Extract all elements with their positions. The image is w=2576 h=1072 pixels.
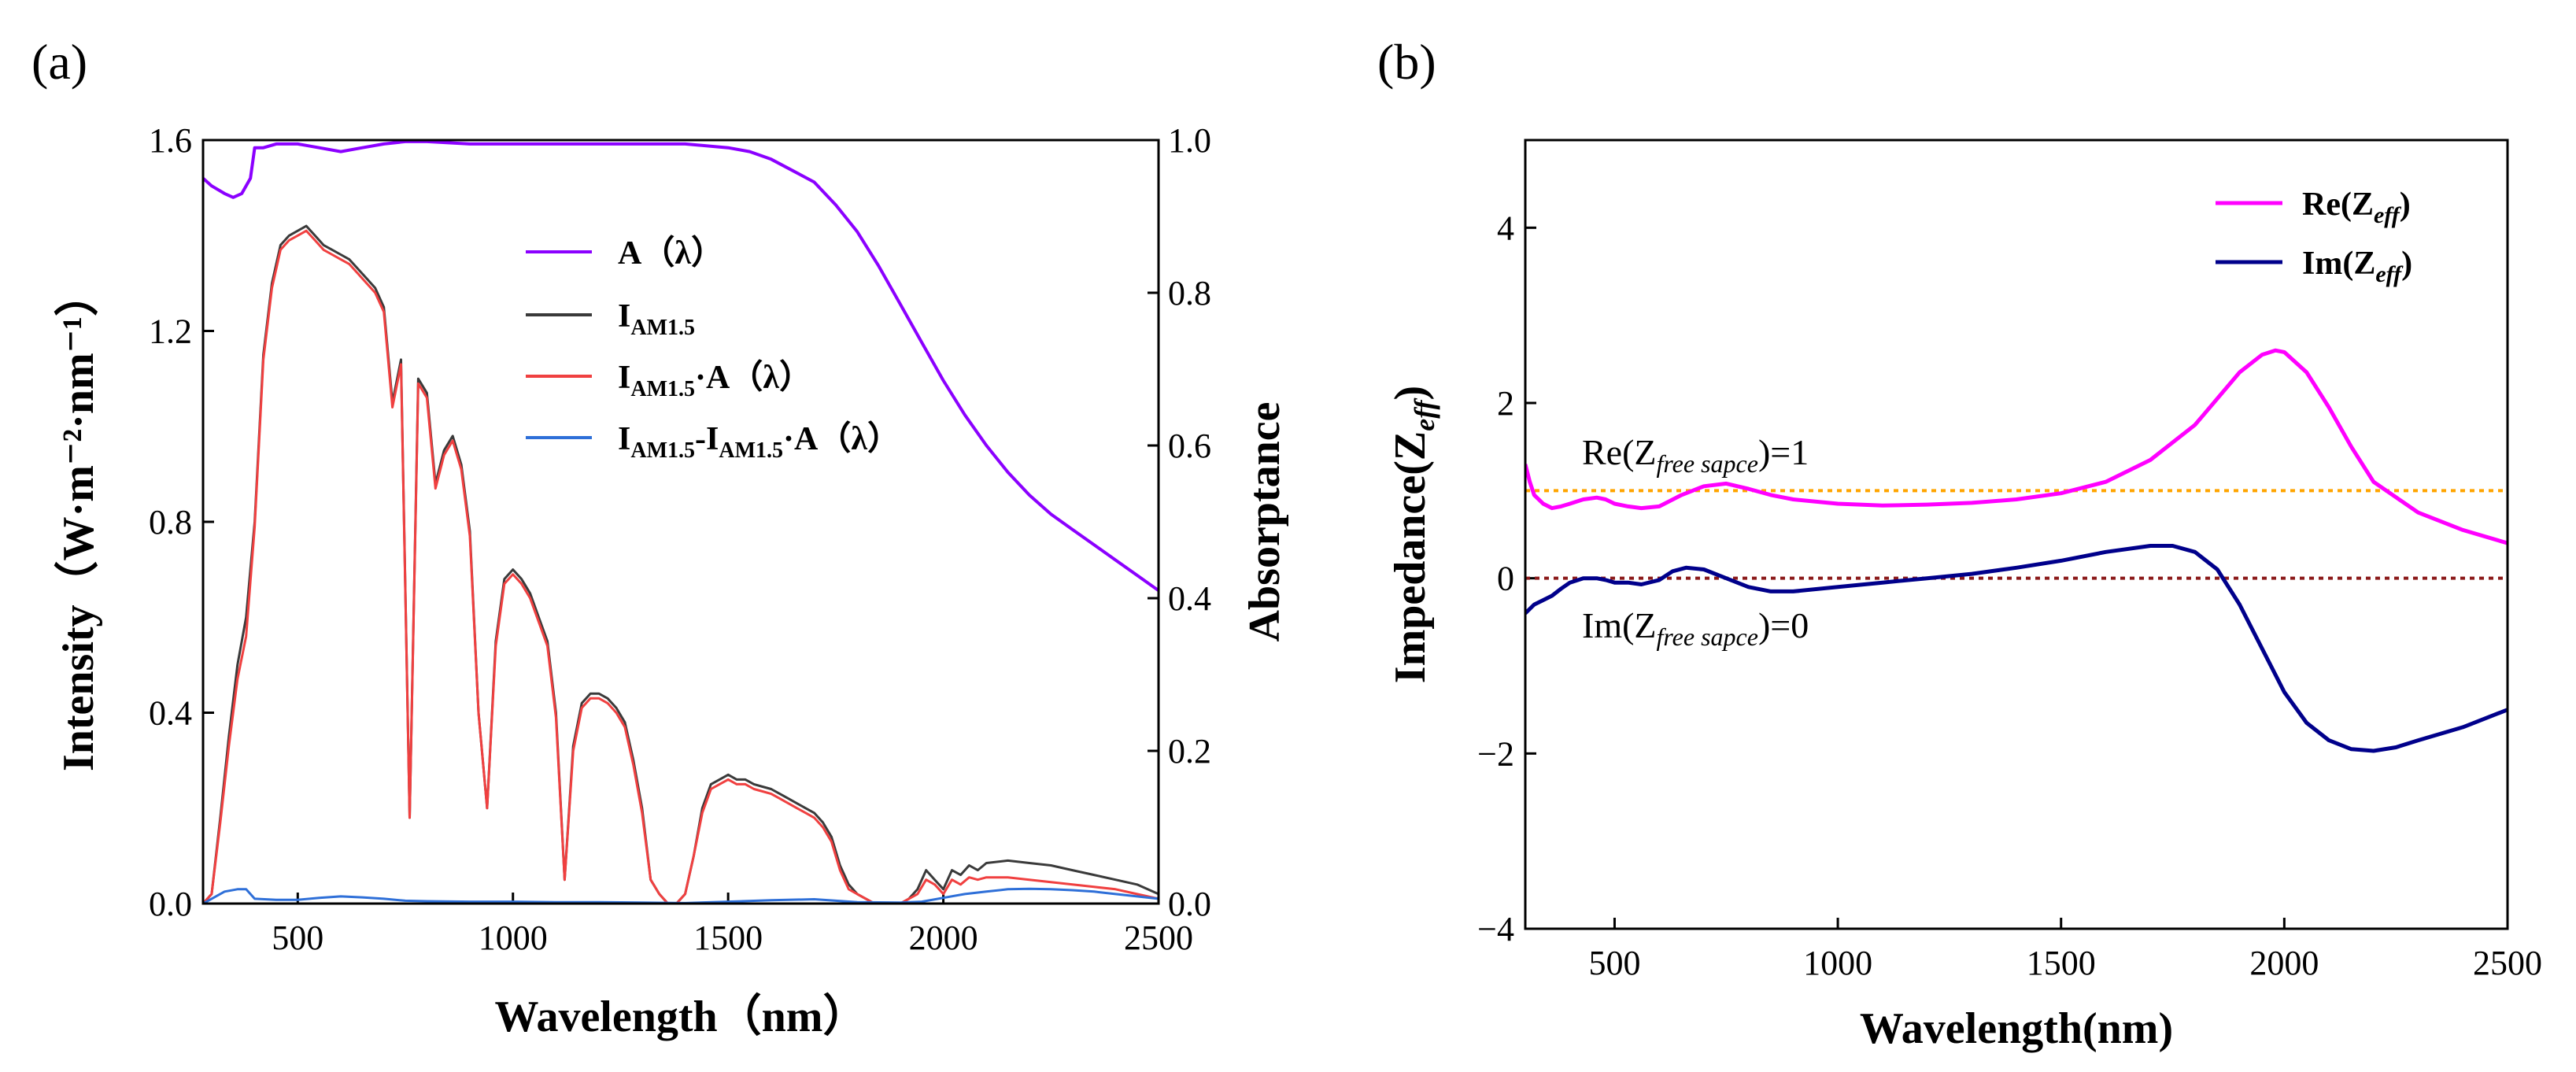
chart-a-y2tick-label: 0.2 xyxy=(1168,732,1211,771)
chart-a-xtick-label: 2000 xyxy=(909,919,978,957)
chart-a-y2tick-label: 0.8 xyxy=(1168,274,1211,312)
chart-a-xtick-label: 500 xyxy=(272,919,323,957)
chart-b-reference-lines xyxy=(1525,489,2508,580)
chart-b-legend: Re(Zeff) Im(Zeff) xyxy=(2216,187,2412,287)
chart-a-ytick-label: 1.6 xyxy=(149,121,192,160)
chart-b-xtick-label: 2500 xyxy=(2473,944,2542,982)
chart-b-series-line xyxy=(1525,544,2508,753)
chart-a-series-line xyxy=(203,887,1159,904)
panel-label-a: (a) xyxy=(31,34,87,90)
chart-b-series-line xyxy=(1525,348,2508,545)
chart-b-frame xyxy=(1524,139,2509,930)
chart-a-y2tick-label: 1.0 xyxy=(1168,121,1211,160)
chart-a-ytick-label: 0.4 xyxy=(149,694,192,733)
chart-a-ytick-label: 0.8 xyxy=(149,503,192,542)
legend-a-diff: IAM1.5-IAM1.5·A（λ） xyxy=(618,420,900,463)
chart-b-series xyxy=(1525,348,2508,753)
chart-b-xtick-label: 500 xyxy=(1588,944,1640,982)
legend-b-im: Im(Zeff) xyxy=(2302,246,2412,287)
chart-a-xtick-label: 2500 xyxy=(1124,919,1193,957)
chart-a-series-line xyxy=(203,229,1159,904)
panel-label-b: (b) xyxy=(1377,34,1436,90)
chart-b-ytick-label: −2 xyxy=(1477,734,1514,773)
chart-b-annotation-re-ref: Re(Zfree sapce)=1 xyxy=(1582,432,1809,478)
chart-a-y2tick-label: 0.6 xyxy=(1168,427,1211,465)
chart-b: 500 1000 1500 2000 2500 −4 −2 0 2 4 Wavelength(nm… xyxy=(1386,139,2542,1053)
chart-b-ytick-label: −4 xyxy=(1477,910,1514,948)
chart-b-ylabel: Re(ZImpedance(Zeff) xyxy=(1386,386,1440,683)
legend-a-absorptance: A（λ） xyxy=(618,235,724,272)
chart-a-ytick-label: 1.2 xyxy=(149,312,192,351)
chart-a-xlabel: Wavelength（nm） xyxy=(495,992,867,1041)
chart-b-ytick-label: 4 xyxy=(1497,209,1514,247)
chart-b-annotation-im-ref: Im(Zfree sapce)=0 xyxy=(1582,605,1809,651)
chart-a-y2tick-label: 0.4 xyxy=(1168,579,1211,618)
chart-a-ytick-label: 0.0 xyxy=(149,885,192,923)
chart-b-ytick-label: 2 xyxy=(1497,384,1514,423)
chart-a-series-line xyxy=(203,140,1159,592)
chart-a-frame xyxy=(201,139,1160,905)
chart-b-ticks: 500 1000 1500 2000 2500 −4 −2 0 2 4 xyxy=(1477,209,2542,982)
chart-b-ytick-label: 0 xyxy=(1497,560,1514,598)
chart-a-ylabel: Intensity（W·m⁻²·nm⁻¹） xyxy=(54,272,103,771)
chart-a-series xyxy=(203,140,1159,904)
chart-b-xtick-label: 1000 xyxy=(1803,944,1872,982)
chart-a-y2label: Absorptance xyxy=(1240,402,1289,642)
chart-a-ticks: 500 1000 1500 2000 25000.00.40.81.21.60.00.2… xyxy=(149,121,1211,957)
legend-a-am15-a: IAM1.5·A（λ） xyxy=(618,359,812,401)
chart-a-y2tick-label: 0.0 xyxy=(1168,885,1211,923)
legend-b-re: Re(Zeff) xyxy=(2302,187,2411,228)
legend-a-am15: IAM1.5 xyxy=(618,298,695,340)
chart-b-xlabel: Wavelength(nm) xyxy=(1860,1004,2173,1053)
chart-a: 500 1000 1500 2000 25000.00.40.81.21.60.00.2… xyxy=(54,121,1289,1041)
chart-a-xtick-label: 1000 xyxy=(479,919,548,957)
chart-a-legend: A（λ） IAM1.5 IAM1.5·A（λ） IAM1.5-IAM1.5·A（… xyxy=(526,235,900,463)
chart-a-xtick-label: 1500 xyxy=(693,919,763,957)
chart-b-xtick-label: 1500 xyxy=(2027,944,2096,982)
chart-b-xtick-label: 2000 xyxy=(2249,944,2319,982)
